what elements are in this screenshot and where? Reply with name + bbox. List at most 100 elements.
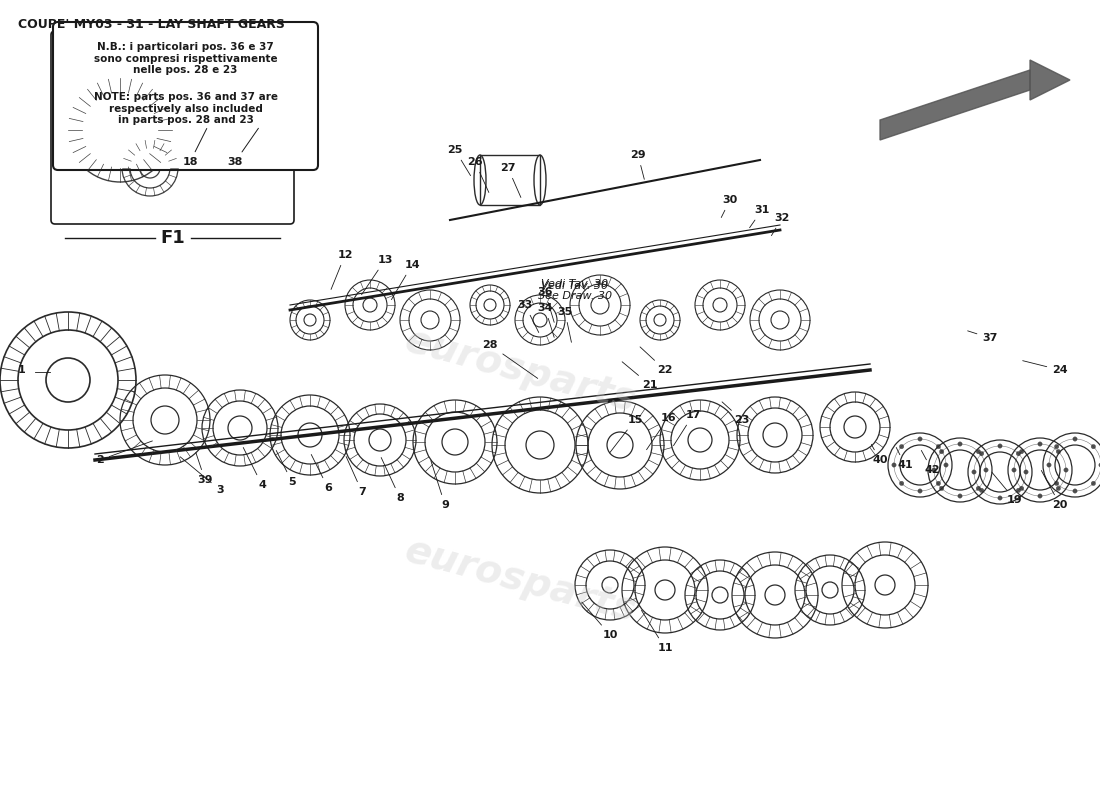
Text: eurosparts: eurosparts [400, 531, 640, 629]
Text: 38: 38 [228, 128, 258, 167]
Circle shape [1064, 468, 1068, 472]
Circle shape [266, 99, 270, 103]
Text: 26: 26 [468, 157, 488, 193]
Circle shape [939, 450, 944, 454]
Circle shape [958, 442, 962, 446]
Text: N.B.: i particolari pos. 36 e 37
sono compresi rispettivamente
nelle pos. 28 e 2: N.B.: i particolari pos. 36 e 37 sono co… [94, 42, 277, 75]
Text: 25: 25 [448, 145, 471, 176]
Text: 32: 32 [771, 213, 790, 236]
Text: 20: 20 [1042, 470, 1068, 510]
Circle shape [280, 135, 285, 138]
Circle shape [266, 141, 270, 145]
Text: 29: 29 [630, 150, 646, 179]
Circle shape [1016, 451, 1021, 456]
Circle shape [1099, 463, 1100, 467]
Text: NOTE: parts pos. 36 and 37 are
respectively also included
in parts pos. 28 and 2: NOTE: parts pos. 36 and 37 are respectiv… [94, 92, 277, 126]
Bar [480, 155, 540, 205]
Text: 23: 23 [722, 402, 750, 425]
Text: 7: 7 [346, 457, 366, 497]
Text: 10: 10 [582, 602, 618, 640]
Text: F1: F1 [161, 229, 185, 247]
Circle shape [1024, 470, 1029, 474]
Text: COUPE' MY03 - 31 - LAY SHAFT GEARS: COUPE' MY03 - 31 - LAY SHAFT GEARS [18, 18, 285, 31]
Text: 14: 14 [392, 260, 420, 300]
Text: 2: 2 [96, 441, 153, 465]
Circle shape [1056, 486, 1060, 490]
Text: 30: 30 [722, 195, 738, 218]
Text: 18: 18 [183, 129, 207, 167]
Circle shape [936, 482, 940, 486]
Text: eurosparts: eurosparts [400, 321, 640, 419]
Text: 21: 21 [623, 362, 658, 390]
Text: 19: 19 [992, 472, 1023, 505]
Circle shape [971, 470, 976, 474]
Text: 22: 22 [640, 347, 673, 375]
Text: 4: 4 [243, 447, 266, 490]
Circle shape [917, 437, 922, 441]
Circle shape [983, 468, 988, 472]
Circle shape [939, 486, 944, 490]
Text: 1: 1 [18, 365, 26, 375]
Circle shape [958, 494, 962, 498]
Circle shape [976, 486, 980, 490]
FancyBboxPatch shape [53, 22, 318, 170]
Polygon shape [1030, 60, 1070, 100]
Text: 17: 17 [673, 410, 701, 446]
Text: Vedi Tav. 30: Vedi Tav. 30 [541, 281, 608, 291]
Polygon shape [880, 70, 1030, 140]
Circle shape [252, 135, 255, 138]
Circle shape [979, 488, 983, 493]
Text: 42: 42 [922, 450, 939, 475]
Text: 12: 12 [331, 250, 353, 290]
Text: 6: 6 [311, 454, 332, 493]
Circle shape [1091, 482, 1096, 486]
Circle shape [932, 468, 936, 472]
Text: 40: 40 [871, 445, 888, 465]
Circle shape [892, 463, 896, 467]
Circle shape [1037, 442, 1042, 446]
Text: 3: 3 [180, 457, 223, 495]
Circle shape [1091, 445, 1096, 449]
Circle shape [1056, 450, 1060, 454]
Circle shape [998, 496, 1002, 500]
Text: 13: 13 [362, 255, 393, 294]
Circle shape [979, 451, 983, 456]
Circle shape [944, 463, 948, 467]
Circle shape [1072, 489, 1077, 493]
Text: 15: 15 [609, 415, 642, 453]
Circle shape [1016, 488, 1021, 493]
Text: 8: 8 [382, 458, 404, 503]
Circle shape [245, 120, 249, 124]
Text: 28: 28 [482, 340, 538, 378]
Text: 27: 27 [500, 163, 521, 198]
Text: 35: 35 [558, 307, 573, 342]
Text: 5: 5 [276, 450, 296, 487]
Circle shape [1012, 468, 1016, 472]
Text: 34: 34 [537, 303, 554, 338]
Circle shape [1055, 482, 1059, 486]
Circle shape [280, 106, 285, 109]
Circle shape [252, 106, 255, 109]
Text: 11: 11 [641, 610, 673, 653]
Circle shape [976, 450, 980, 454]
Text: 41: 41 [896, 447, 913, 470]
Text: 31: 31 [749, 205, 770, 228]
Circle shape [1055, 445, 1059, 449]
Circle shape [1047, 463, 1052, 467]
Circle shape [1037, 494, 1042, 498]
Circle shape [917, 489, 922, 493]
Circle shape [1072, 437, 1077, 441]
Circle shape [1020, 450, 1024, 454]
Circle shape [287, 120, 290, 124]
Text: Vedi Tav. 30
See Draw. 30: Vedi Tav. 30 See Draw. 30 [538, 279, 612, 301]
Circle shape [998, 444, 1002, 448]
Circle shape [900, 445, 904, 449]
FancyBboxPatch shape [51, 31, 294, 224]
Text: 33: 33 [517, 300, 539, 333]
Text: 36: 36 [537, 287, 554, 322]
Text: 16: 16 [647, 413, 675, 450]
Text: 37: 37 [968, 331, 998, 343]
Text: 24: 24 [1023, 361, 1068, 375]
Text: 39: 39 [196, 453, 212, 485]
Text: 9: 9 [431, 461, 449, 510]
